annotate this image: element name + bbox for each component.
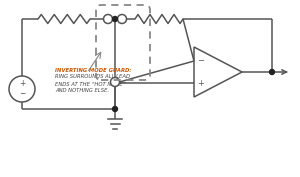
Text: AND NOTHING ELSE.: AND NOTHING ELSE.: [55, 88, 109, 93]
Circle shape: [103, 15, 112, 24]
Text: INVERTING MODE GUARD:: INVERTING MODE GUARD:: [55, 67, 131, 73]
Text: −: −: [197, 56, 205, 65]
Circle shape: [112, 16, 118, 21]
Circle shape: [118, 15, 127, 24]
Text: RING SURROUNDS ALL LEAD: RING SURROUNDS ALL LEAD: [55, 75, 130, 79]
Circle shape: [112, 107, 118, 112]
Text: −: −: [19, 90, 25, 98]
Text: +: +: [198, 79, 204, 87]
Circle shape: [9, 76, 35, 102]
Text: ENDS AT THE “HOT NODE”: ENDS AT THE “HOT NODE”: [55, 81, 125, 87]
Text: +: +: [19, 79, 25, 88]
Circle shape: [269, 70, 275, 75]
Circle shape: [110, 78, 119, 87]
